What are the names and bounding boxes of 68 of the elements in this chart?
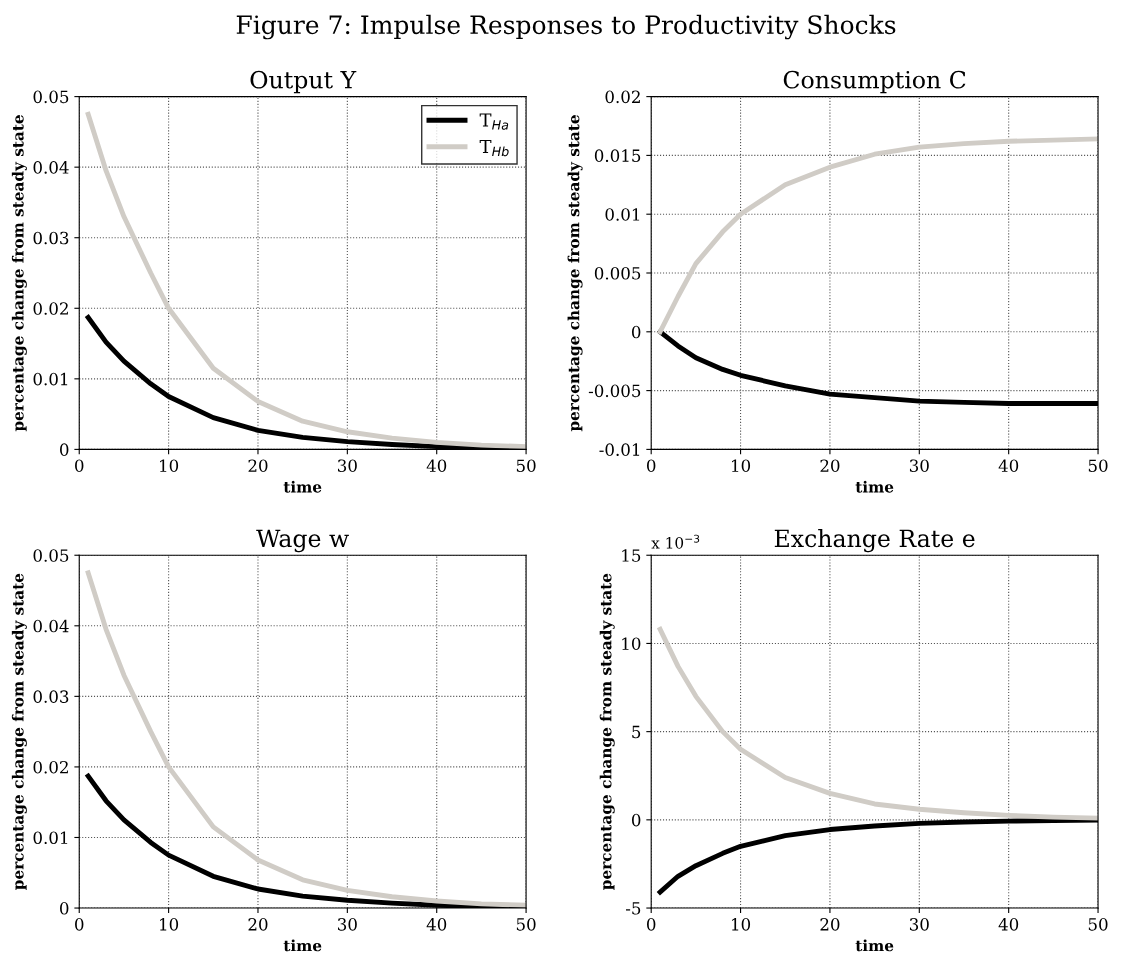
y-tick-label: -0.005: [588, 384, 641, 398]
x-tick-label: 0: [646, 918, 656, 931]
y-tick-label: 0.01: [33, 831, 68, 845]
line-series: [657, 136, 1099, 335]
y-tick-label: 0.02: [605, 90, 640, 104]
text: x 10$^{−3}$: [651, 534, 700, 549]
y-tick-label: 0.015: [594, 149, 641, 162]
y-tick-label: 0.04: [33, 161, 69, 174]
y-tick-label: 0.005: [594, 266, 641, 280]
x-tick-label: 50: [516, 918, 536, 931]
x-tick-label: 10: [160, 459, 179, 473]
y-tick-label: 0.02: [33, 302, 68, 315]
x-tick-label: 0: [75, 459, 84, 473]
x-tick-label: 0: [75, 918, 84, 931]
x-tick-label: 20: [820, 459, 840, 473]
x-axis-title: time: [855, 939, 894, 952]
y-tick-label: 0: [631, 813, 641, 827]
x-tick-label: 0: [646, 459, 656, 473]
x-tick-label: 20: [248, 459, 268, 473]
x-tick-label: 20: [820, 918, 840, 931]
y-tick-label: 0.01: [33, 372, 68, 386]
legend-label: T$_{Ha}$: [479, 113, 509, 130]
x-tick-label: 50: [1088, 459, 1108, 473]
x-tick-label: 40: [426, 459, 447, 473]
y-tick-label: 0: [631, 325, 641, 339]
y-tick-label: 0.05: [33, 549, 69, 562]
x-tick-label: 30: [338, 459, 357, 473]
y-tick-label: 0.04: [33, 619, 69, 633]
y-tick-label: 0.05: [33, 90, 69, 104]
chart-title: Output Y: [250, 70, 357, 94]
x-axis-title: time: [283, 939, 322, 952]
x-tick-label: 10: [732, 459, 751, 473]
x-tick-label: 30: [909, 918, 929, 931]
y-tick-label: 0.03: [33, 231, 69, 245]
y-tick-label: 0.03: [33, 690, 69, 703]
chart-title: Exchange Rate e: [774, 528, 975, 553]
y-tick-label: 0: [60, 443, 69, 456]
x-axis-title: time: [855, 480, 894, 493]
x-tick-label: 10: [732, 918, 751, 931]
y-axis-title: percentage change from steady state: [567, 115, 583, 432]
x-tick-label: 30: [338, 918, 357, 931]
legend-label: T$_{Hb}$: [479, 139, 509, 157]
caption: Figure 7: Impulse Responses to Productivity Shocks: [236, 14, 896, 40]
y-tick-label: 0: [60, 902, 69, 915]
x-tick-label: 10: [160, 918, 179, 931]
line-series: [657, 626, 1099, 821]
y-axis-title: percentage change from steady state: [599, 573, 615, 890]
x-tick-label: 30: [909, 459, 929, 473]
x-tick-label: 40: [998, 459, 1019, 473]
x-tick-label: 40: [426, 918, 447, 931]
x-axis-title: time: [283, 480, 322, 493]
y-tick-label: 15: [622, 549, 641, 562]
line-series: [85, 570, 527, 908]
line-series: [85, 111, 527, 450]
y-tick-label: -5: [625, 902, 641, 915]
x-tick-label: 50: [1088, 918, 1108, 931]
x-tick-label: 50: [516, 459, 536, 473]
y-tick-label: 0.01: [605, 208, 640, 221]
y-tick-label: 10: [622, 637, 641, 651]
y-axis-title: percentage change from steady state: [11, 573, 27, 890]
y-tick-label: 0.02: [33, 760, 68, 774]
x-tick-label: 40: [998, 918, 1019, 931]
y-axis-title: percentage change from steady state: [11, 115, 27, 432]
y-tick-label: -0.01: [599, 443, 640, 456]
chart-title: Wage w: [256, 529, 349, 553]
x-tick-label: 20: [248, 918, 268, 931]
chart-title: Consumption C: [783, 70, 966, 94]
y-tick-label: 5: [632, 725, 641, 739]
